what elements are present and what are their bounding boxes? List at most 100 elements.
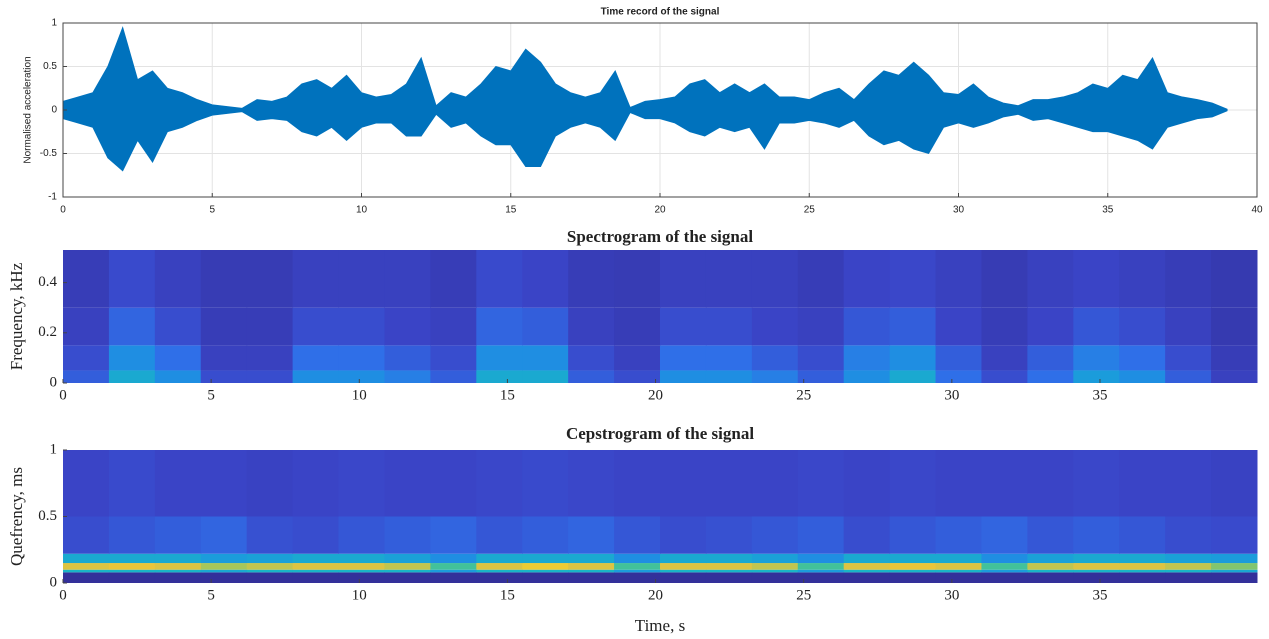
heatmap-cell — [154, 345, 202, 371]
heatmap-cell — [384, 563, 431, 570]
y-axis-label: Frequency, kHz — [7, 262, 26, 370]
x-tick-label: 30 — [944, 587, 959, 603]
heatmap-cell — [705, 553, 753, 564]
heatmap-cell — [292, 572, 340, 583]
x-tick-label: 30 — [953, 205, 965, 216]
heatmap-cell — [843, 250, 891, 308]
heatmap-cell — [476, 370, 523, 383]
heatmap-cell — [108, 553, 156, 564]
heatmap-cell — [660, 553, 707, 564]
heatmap-cell — [338, 307, 385, 346]
y-tick-label: 0.4 — [38, 274, 57, 290]
heatmap-cell — [246, 569, 294, 573]
x-tick-label: 10 — [352, 587, 367, 603]
heatmap-cell — [843, 572, 891, 583]
heatmap-cell — [889, 563, 937, 570]
heatmap-cell — [751, 450, 799, 517]
x-tick-label: 10 — [352, 387, 367, 403]
heatmap-cell — [568, 553, 615, 564]
heatmap-cell — [705, 572, 753, 583]
heatmap-cell — [1211, 572, 1258, 583]
y-tick-label: 0.2 — [38, 324, 57, 340]
heatmap-cell — [522, 572, 569, 583]
heatmap-cell — [1073, 345, 1120, 371]
heatmap-cell — [108, 345, 156, 371]
heatmap-cell — [889, 553, 937, 564]
heatmap-cell — [1211, 370, 1258, 383]
heatmap-cell — [705, 569, 753, 573]
heatmap-cell — [338, 569, 385, 573]
heatmap-cell — [292, 250, 340, 308]
heatmap-cell — [614, 450, 661, 517]
heatmap-cell — [981, 553, 1028, 564]
heatmap-cell — [660, 450, 707, 517]
heatmap-cell — [751, 250, 799, 308]
heatmap-cell — [1119, 516, 1166, 554]
heatmap-cell — [1211, 516, 1258, 554]
heatmap-cell — [522, 345, 569, 371]
heatmap-cell — [935, 553, 982, 564]
heatmap-cell — [1073, 516, 1120, 554]
heatmap-cell — [660, 370, 707, 383]
heatmap-cell — [935, 572, 982, 583]
heatmap-cell — [614, 250, 661, 308]
heatmap-cell — [981, 307, 1028, 346]
chart-title: Time record of the signal — [601, 7, 720, 18]
heatmap-cell — [889, 307, 937, 346]
heatmap-cell — [981, 572, 1028, 583]
heatmap-cell — [568, 572, 615, 583]
heatmap-cell — [568, 450, 615, 517]
heatmap-cell — [614, 370, 661, 383]
heatmap-cell — [522, 307, 569, 346]
heatmap-cell — [108, 569, 156, 573]
heatmap-cell — [200, 569, 248, 573]
heatmap-cell — [476, 553, 523, 564]
signal-area — [62, 26, 1228, 111]
heatmap-cell — [338, 250, 385, 308]
heatmap-cell — [63, 450, 110, 517]
heatmap-cell — [384, 450, 431, 517]
heatmap-cell — [1027, 563, 1074, 570]
heatmap-cell — [889, 569, 937, 573]
heatmap-cell — [843, 345, 891, 371]
heatmap-cell — [246, 345, 294, 371]
heatmap-cell — [63, 516, 110, 554]
heatmap-cell — [384, 516, 431, 554]
heatmap-cell — [751, 307, 799, 346]
heatmap-cell — [292, 563, 340, 570]
heatmap-cell — [1119, 572, 1166, 583]
heatmap-cell — [430, 572, 477, 583]
heatmap-cell — [384, 572, 431, 583]
heatmap-cell — [1027, 516, 1074, 554]
heatmap-cell — [1211, 345, 1258, 371]
heatmap-cell — [614, 563, 661, 570]
heatmap-cell — [797, 553, 845, 564]
heatmap-cell — [1027, 450, 1074, 517]
heatmap-cell — [797, 569, 845, 573]
heatmap-cell — [246, 553, 294, 564]
heatmap-cell — [63, 572, 110, 583]
heatmap-cell — [522, 553, 569, 564]
heatmap-cell — [1027, 307, 1074, 346]
y-tick-label: 0 — [51, 105, 57, 116]
heatmap-cell — [843, 370, 891, 383]
heatmap-cell — [797, 250, 845, 308]
heatmap-cell — [1211, 450, 1258, 517]
heatmap-cell — [1119, 345, 1166, 371]
heatmap-cell — [1119, 370, 1166, 383]
heatmap-cell — [843, 450, 891, 517]
heatmap-cell — [246, 450, 294, 517]
heatmap-cell — [568, 370, 615, 383]
heatmap-cell — [797, 307, 845, 346]
x-tick-label: 0 — [59, 587, 67, 603]
heatmap-cell — [430, 307, 477, 346]
heatmap-cell — [154, 450, 202, 517]
x-tick-label: 35 — [1092, 387, 1107, 403]
heatmap-cell — [476, 516, 523, 554]
x-tick-label: 25 — [796, 387, 811, 403]
heatmap-cell — [1073, 450, 1120, 517]
heatmap-cell — [981, 516, 1028, 554]
heatmap-cell — [1073, 370, 1120, 383]
heatmap-cell — [246, 307, 294, 346]
heatmap-cell — [292, 516, 340, 554]
